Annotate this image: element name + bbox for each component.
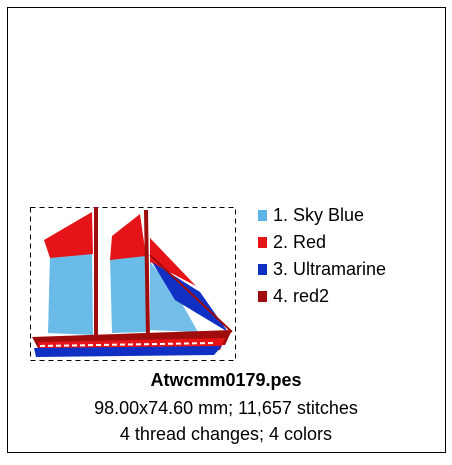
thread-label: 3. Ultramarine bbox=[273, 259, 386, 279]
thread-legend: 1. Sky Blue 2. Red 3. Ultramarine 4. red2 bbox=[258, 205, 386, 306]
thread-swatch bbox=[258, 264, 267, 275]
design-bounds bbox=[30, 207, 236, 361]
thread-swatch bbox=[258, 210, 267, 221]
thread-label: 4. red2 bbox=[273, 286, 329, 306]
design-details: 4 thread changes; 4 colors bbox=[120, 424, 332, 444]
design-details: 98.00x74.60 mm; 11,657 stitches bbox=[94, 398, 358, 418]
thread-label: 1. Sky Blue bbox=[273, 205, 364, 225]
ship-preview bbox=[32, 207, 233, 357]
thread-swatch bbox=[258, 291, 267, 302]
thread-swatch bbox=[258, 237, 267, 248]
file-name: Atwcmm0179.pes bbox=[150, 370, 301, 390]
thread-label: 2. Red bbox=[273, 232, 326, 252]
